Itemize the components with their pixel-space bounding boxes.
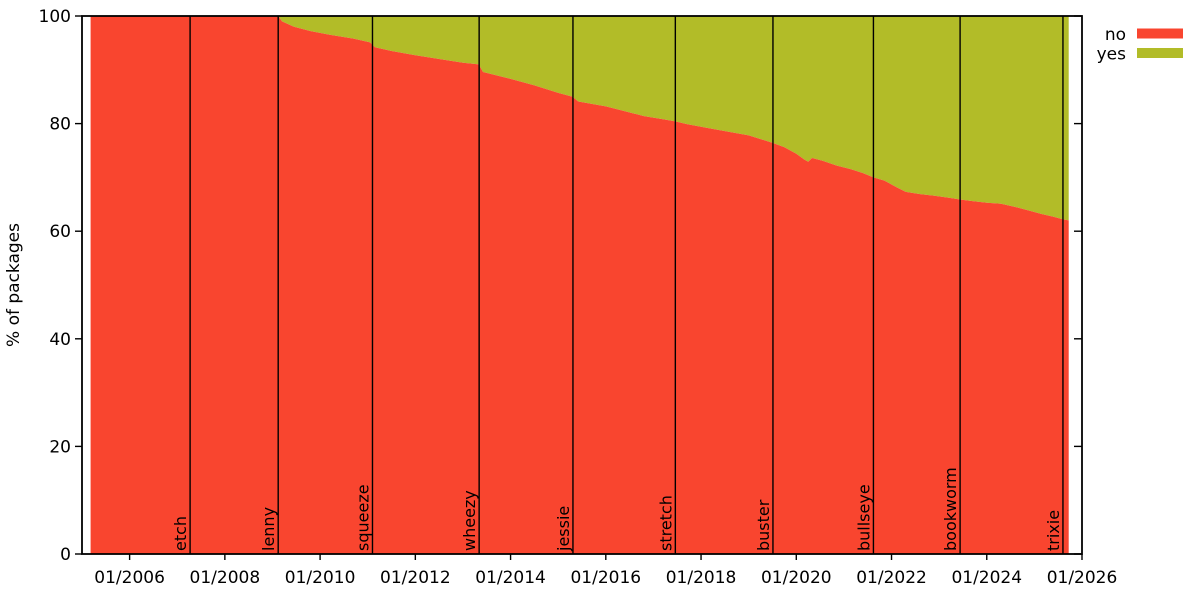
y-tick-label-60: 60 xyxy=(49,222,71,242)
legend-label-no: no xyxy=(1105,25,1126,45)
release-label-jessie: jessie xyxy=(554,506,573,552)
release-lines-layer: etch lenny squeeze wheezy jessie stretch buste… xyxy=(171,16,1064,554)
release-label-bullseye: bullseye xyxy=(854,484,873,551)
x-tick-label-01/2006: 01/2006 xyxy=(94,568,165,588)
x-tick-label-01/2010: 01/2010 xyxy=(285,568,356,588)
y-tick-label-100: 100 xyxy=(39,7,71,27)
release-label-bookworm: bookworm xyxy=(941,467,960,551)
legend-label-yes: yes xyxy=(1097,45,1127,65)
area-no xyxy=(90,16,1069,554)
legend-swatch-yes xyxy=(1137,48,1183,58)
release-label-trixie: trixie xyxy=(1044,510,1063,551)
legend-swatch-no xyxy=(1137,28,1183,39)
x-tick-label-01/2014: 01/2014 xyxy=(475,568,546,588)
release-label-wheezy: wheezy xyxy=(460,490,479,551)
plot-border xyxy=(81,15,1083,555)
release-label-stretch: stretch xyxy=(656,495,675,551)
y-axis-title: % of packages xyxy=(4,223,24,347)
y-tick-label-0: 0 xyxy=(60,545,71,565)
x-tick-label-01/2008: 01/2008 xyxy=(190,568,261,588)
areas-layer xyxy=(90,16,1069,554)
release-label-squeeze: squeeze xyxy=(354,484,373,551)
release-label-buster: buster xyxy=(754,499,773,551)
release-label-etch: etch xyxy=(171,516,190,551)
ticks-layer: 0 20 40 60 80 100 01/2006 01/2008 01/2010 01/2012… xyxy=(39,7,1118,588)
area-yes xyxy=(90,16,1069,221)
y-tick-label-20: 20 xyxy=(49,437,71,457)
x-tick-label-01/2024: 01/2024 xyxy=(951,568,1022,588)
x-tick-label-01/2020: 01/2020 xyxy=(761,568,832,588)
release-label-lenny: lenny xyxy=(259,507,278,551)
x-tick-label-01/2018: 01/2018 xyxy=(666,568,737,588)
y-tick-label-40: 40 xyxy=(49,330,71,350)
x-tick-label-01/2012: 01/2012 xyxy=(380,568,451,588)
legend: no yes xyxy=(1097,25,1183,65)
x-tick-label-01/2016: 01/2016 xyxy=(570,568,641,588)
y-tick-label-80: 80 xyxy=(49,115,71,135)
x-tick-label-01/2022: 01/2022 xyxy=(856,568,927,588)
x-tick-label-01/2026: 01/2026 xyxy=(1047,568,1118,588)
